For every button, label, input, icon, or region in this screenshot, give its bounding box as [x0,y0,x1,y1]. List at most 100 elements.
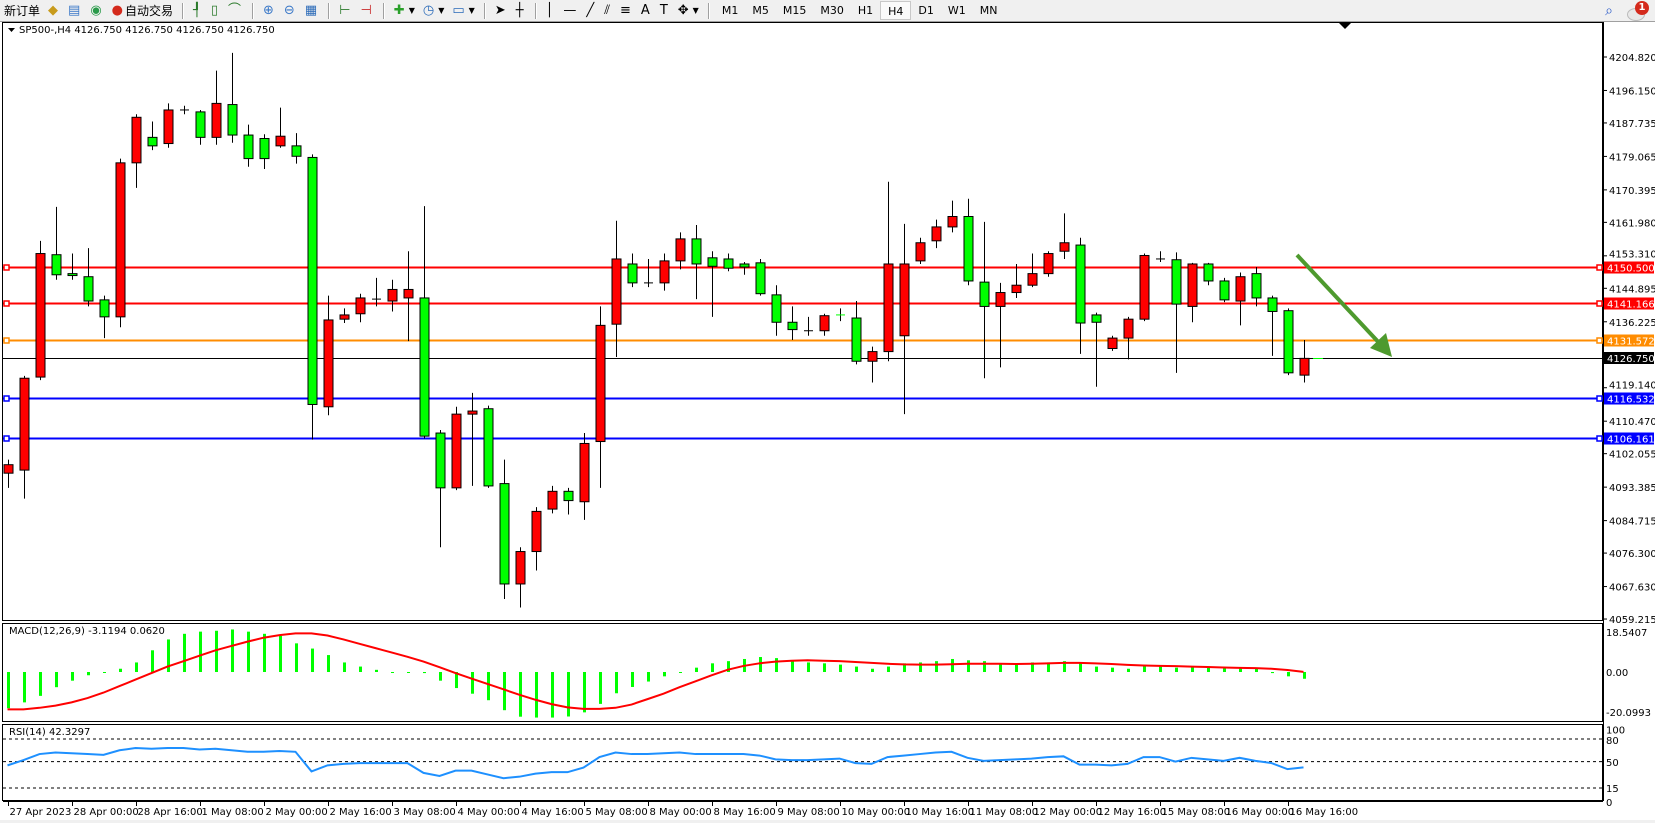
arrows-button[interactable]: ✥ ▼ [674,1,703,20]
zoom-out-button[interactable]: ⊖ [280,1,301,20]
horizontal-line-button[interactable]: — [559,1,582,20]
axes: 4204.820 4196.150 4187.735 4179.065 4170.395… [3,22,1655,818]
candlestick-chart-button[interactable]: ▯ [207,1,224,20]
level-handle-right[interactable] [1596,435,1603,442]
toolbar-separator [534,2,537,19]
chart-shift-marker-icon[interactable] [1339,23,1351,29]
navigator-button[interactable]: ◉ [86,1,107,20]
candle-body-bear [771,294,782,323]
candle-body-bull [403,288,414,299]
trendline-button[interactable]: ╱ [582,1,600,20]
macd-histogram-bar [951,658,954,672]
equidistant-channel-button[interactable]: ⫽ [600,1,616,20]
candle [883,181,894,362]
auto-trading-button[interactable]: ● 自动交易 [108,1,177,20]
level-handle-left[interactable] [3,395,10,402]
symbol-dropdown-icon[interactable] [8,28,15,32]
level-handle-right[interactable] [1596,264,1603,271]
level-handle-left[interactable] [3,300,10,307]
autoscroll-button[interactable]: ⊢ [335,1,356,20]
chart-window[interactable]: 4150.500 4141.166 4131.572 4116.532 4106.161… [0,22,1655,823]
timeframe-m1[interactable]: M1 [721,4,739,17]
macd-histogram-bar [679,672,682,673]
zoom-in-button[interactable]: ⊕ [259,1,280,20]
macd-histogram-bar [615,672,618,694]
macd-histogram-bar [631,672,634,687]
templates-button[interactable]: ▭ ▼ [448,1,478,20]
macd-histogram-bar [1063,661,1066,672]
candle-body-bear [691,238,702,265]
candle [35,240,46,381]
tile-windows-button[interactable]: ▦ [301,1,323,20]
timeframe-h4[interactable]: H4 [880,1,912,20]
notifications-button[interactable]: 1 [1627,0,1649,21]
timeframe-mn[interactable]: MN [979,4,998,17]
level-handle-left[interactable] [3,337,10,344]
chevron-down-icon: ▼ [692,6,699,15]
timeframe-m5[interactable]: M5 [752,4,769,17]
equidistant-channel-icon: ⫽ [604,3,610,18]
text-button[interactable]: A [637,1,656,20]
fibonacci-button[interactable]: ≡ [616,1,637,20]
candle [227,52,238,143]
text-icon: A [640,3,650,18]
current-price-label: 4126.750 [1607,354,1655,365]
level-handle-left[interactable] [3,435,10,442]
candle [644,258,653,288]
level-handle-right[interactable] [1596,337,1603,344]
macd-histogram-bar [807,662,810,672]
right-tools: ⌕ 1 [1605,0,1649,21]
candle-body-bear [851,317,862,362]
candle-body-bull [899,263,910,337]
market-watch-button[interactable]: ◆ [44,1,64,20]
time-tick-label: 27 Apr 2023 [10,807,72,818]
candle-body-bull [867,351,878,362]
trend-arrow-head-icon[interactable] [1370,333,1392,357]
candle-body-bear [51,254,62,276]
candle [1139,253,1150,322]
bar-chart-button[interactable]: ┦ [189,1,207,20]
timeframe-m30[interactable]: M30 [820,4,844,17]
candle-body-bull [19,377,30,471]
vertical-line-button[interactable]: │ [542,1,560,20]
candle-body-bear [259,138,270,160]
time-tick-label: 9 May 08:00 [778,807,840,818]
candle-body-bear [739,263,750,268]
crosshair-button[interactable]: ┼ [512,1,530,20]
macd-histogram-bar [1047,662,1050,672]
rsi-indicator [3,738,1603,789]
timeframe-d1[interactable]: D1 [918,4,934,17]
candle-body-bear [483,408,494,487]
toolbar-separator [328,2,331,19]
macd-histogram-bar [1255,667,1258,672]
cursor-button[interactable]: ➤ [491,1,512,20]
level-price-tag [1604,261,1654,274]
candle [963,198,974,286]
level-handle-right[interactable] [1596,395,1603,402]
timeframe-w1[interactable]: W1 [947,4,966,17]
timeframe-h1[interactable]: H1 [857,4,874,17]
candle [19,375,30,499]
search-icon[interactable]: ⌕ [1605,2,1613,19]
macd-histogram-bar [327,655,330,672]
macd-histogram-bar [1015,663,1018,672]
macd-histogram-bar [1159,665,1162,672]
indicators-button[interactable]: ✚ ▼ [390,1,419,20]
candle-body-bull [931,226,942,242]
timeframe-m15[interactable]: M15 [782,4,807,17]
text-label-button[interactable]: T [656,1,674,20]
line-chart-button[interactable]: ⌒ [224,1,247,20]
macd-histogram-bar [391,672,394,673]
new-order-button[interactable]: 新订单 [0,1,44,20]
data-window-button[interactable]: ▤ [64,1,86,20]
level-handle-left[interactable] [3,264,10,271]
candle-body-bull [131,116,142,164]
bar-chart-icon: ┦ [193,3,201,18]
toolbar-separator [483,2,486,19]
trend-arrow-shaft[interactable] [1295,253,1385,349]
chart-shift-button[interactable]: ⊣ [356,1,377,20]
chevron-down-icon: ▼ [468,6,475,15]
macd-histogram-bar [279,635,282,672]
periods-button[interactable]: ◷ ▼ [419,1,449,20]
level-handle-right[interactable] [1596,300,1603,307]
